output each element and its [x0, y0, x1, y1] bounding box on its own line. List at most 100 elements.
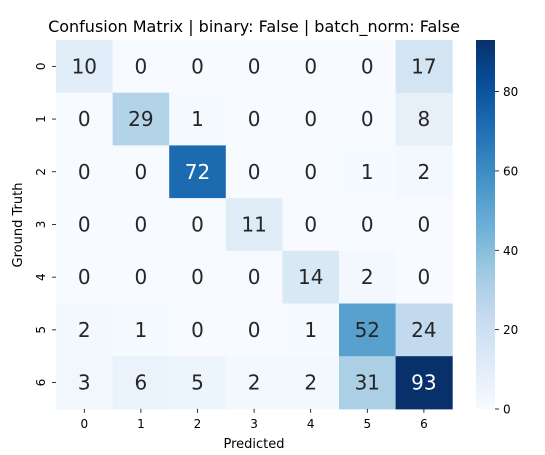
cell-value-label: 0 [78, 160, 91, 184]
colorbar [476, 40, 495, 409]
cell-value-label: 0 [418, 265, 431, 289]
colorbar-ticks: 0 20 40 60 80 [495, 85, 518, 417]
heatmap-cell [339, 303, 397, 357]
heatmap-cell [225, 40, 283, 94]
heatmap-cell [395, 303, 453, 357]
colorbar-tick-label: 20 [503, 323, 518, 337]
cell-value-label: 0 [191, 54, 204, 78]
heatmap-cell [56, 40, 114, 94]
heatmap-cell [112, 198, 170, 252]
heatmap-cell [169, 250, 227, 304]
heatmap-cell [395, 145, 453, 199]
heatmap-cell [282, 198, 340, 252]
heatmap-cell [112, 303, 170, 357]
heatmap-cell [225, 92, 283, 146]
heatmap-cell [395, 356, 453, 410]
heatmap-cell [225, 250, 283, 304]
cell-value-label: 0 [135, 265, 148, 289]
heatmap-cell [169, 198, 227, 252]
cell-value-label: 0 [78, 107, 91, 131]
colorbar-tick-label: 80 [503, 85, 518, 99]
cell-value-label: 0 [304, 107, 317, 131]
heatmap-cell [169, 145, 227, 199]
cell-value-label: 10 [72, 54, 97, 78]
y-tick-label: 6 [34, 379, 48, 387]
x-tick-label: 0 [80, 417, 88, 431]
cell-value-label: 2 [78, 318, 91, 342]
heatmap-cell [225, 145, 283, 199]
y-axis: 0 1 2 3 4 5 6 [34, 63, 56, 387]
cell-value-label: 0 [361, 212, 374, 236]
heatmap-cell [339, 250, 397, 304]
heatmap-cell [112, 356, 170, 410]
heatmap-cell [56, 145, 114, 199]
y-tick-label: 2 [34, 168, 48, 176]
heatmap-cell [395, 198, 453, 252]
heatmap-cell [56, 250, 114, 304]
chart-title: Confusion Matrix | binary: False | batch… [48, 17, 460, 37]
cell-value-label: 0 [248, 265, 261, 289]
x-axis-label: Predicted [223, 437, 284, 452]
heatmap-cell [395, 40, 453, 94]
heatmap-cell [169, 40, 227, 94]
heatmap-cell [339, 92, 397, 146]
cell-value-label: 2 [418, 160, 431, 184]
cell-value-label: 5 [191, 371, 204, 395]
cell-value-label: 2 [361, 265, 374, 289]
colorbar-tick-label: 0 [503, 403, 511, 417]
cell-value-label: 0 [304, 212, 317, 236]
cell-value-label: 1 [191, 107, 204, 131]
heatmap-cell [395, 250, 453, 304]
x-tick-label: 6 [420, 417, 428, 431]
x-tick-label: 2 [194, 417, 202, 431]
heatmap-cell [56, 198, 114, 252]
heatmap-cell [282, 92, 340, 146]
heatmap-cell [395, 92, 453, 146]
heatmap-cell [225, 198, 283, 252]
y-tick-label: 1 [34, 115, 48, 123]
cell-value-label: 31 [355, 371, 380, 395]
cell-value-label: 0 [135, 160, 148, 184]
cell-value-label: 0 [135, 212, 148, 236]
heatmap-cell [282, 40, 340, 94]
cell-value-label: 29 [128, 107, 153, 131]
cell-value-label: 0 [361, 54, 374, 78]
heatmap-cell [282, 250, 340, 304]
heatmap-cells: 10 0 0 0 0 0 170 29 1 0 0 0 80 0 72 0 0 1 20 0 0 11 0 0 00 0 0 0 14 2… [56, 40, 453, 410]
y-axis-label: Ground Truth [11, 183, 26, 268]
cell-value-label: 52 [355, 318, 380, 342]
cell-value-label: 1 [361, 160, 374, 184]
cell-value-label: 0 [191, 265, 204, 289]
cell-value-label: 0 [361, 107, 374, 131]
heatmap-cell [225, 303, 283, 357]
x-tick-label: 1 [137, 417, 145, 431]
x-tick-label: 3 [250, 417, 258, 431]
cell-value-label: 3 [78, 371, 91, 395]
x-tick-label: 5 [363, 417, 371, 431]
cell-value-label: 14 [298, 265, 323, 289]
heatmap-cell [56, 303, 114, 357]
cell-value-label: 2 [248, 371, 261, 395]
cell-value-label: 0 [304, 160, 317, 184]
colorbar-tick-label: 40 [503, 244, 518, 258]
heatmap-cell [169, 303, 227, 357]
cell-value-label: 0 [248, 54, 261, 78]
cell-value-label: 0 [191, 212, 204, 236]
heatmap-cell [169, 92, 227, 146]
cell-value-label: 0 [304, 54, 317, 78]
cell-value-label: 0 [78, 265, 91, 289]
cell-value-label: 0 [135, 54, 148, 78]
heatmap-cell [112, 92, 170, 146]
cell-value-label: 72 [185, 160, 210, 184]
heatmap-cell [339, 356, 397, 410]
cell-value-label: 2 [304, 371, 317, 395]
cell-value-label: 0 [248, 107, 261, 131]
x-tick-label: 4 [307, 417, 315, 431]
y-tick-label: 4 [34, 273, 48, 281]
cell-value-label: 24 [411, 318, 436, 342]
heatmap-cell [169, 356, 227, 410]
heatmap-cell [56, 356, 114, 410]
cell-value-label: 93 [411, 371, 436, 395]
heatmap-cell [282, 356, 340, 410]
